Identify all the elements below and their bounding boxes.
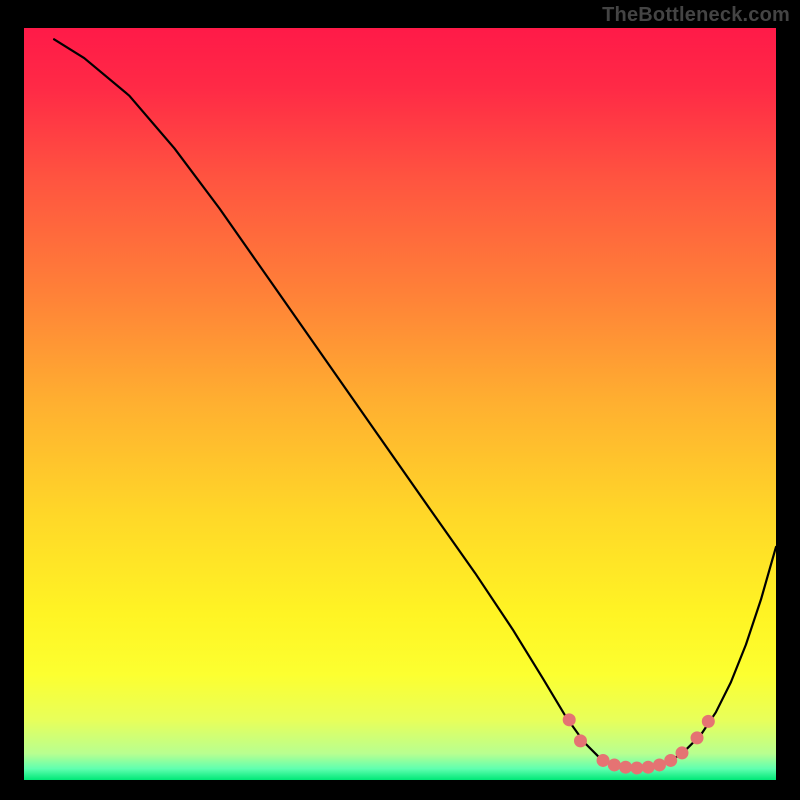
curve-layer bbox=[24, 28, 776, 780]
bottleneck-curve bbox=[54, 39, 776, 768]
marker-dot bbox=[630, 761, 643, 774]
marker-dot bbox=[702, 715, 715, 728]
marker-dot bbox=[619, 761, 632, 774]
marker-dot bbox=[664, 754, 677, 767]
marker-dot bbox=[676, 746, 689, 759]
marker-dot bbox=[653, 758, 666, 771]
marker-dot bbox=[608, 758, 621, 771]
marker-dot bbox=[574, 734, 587, 747]
marker-dot bbox=[563, 713, 576, 726]
marker-dot bbox=[642, 761, 655, 774]
marker-dot bbox=[597, 754, 610, 767]
chart-container: TheBottleneck.com bbox=[0, 0, 800, 800]
plot-area bbox=[24, 28, 776, 780]
attribution-text: TheBottleneck.com bbox=[602, 4, 790, 27]
marker-dot bbox=[691, 731, 704, 744]
